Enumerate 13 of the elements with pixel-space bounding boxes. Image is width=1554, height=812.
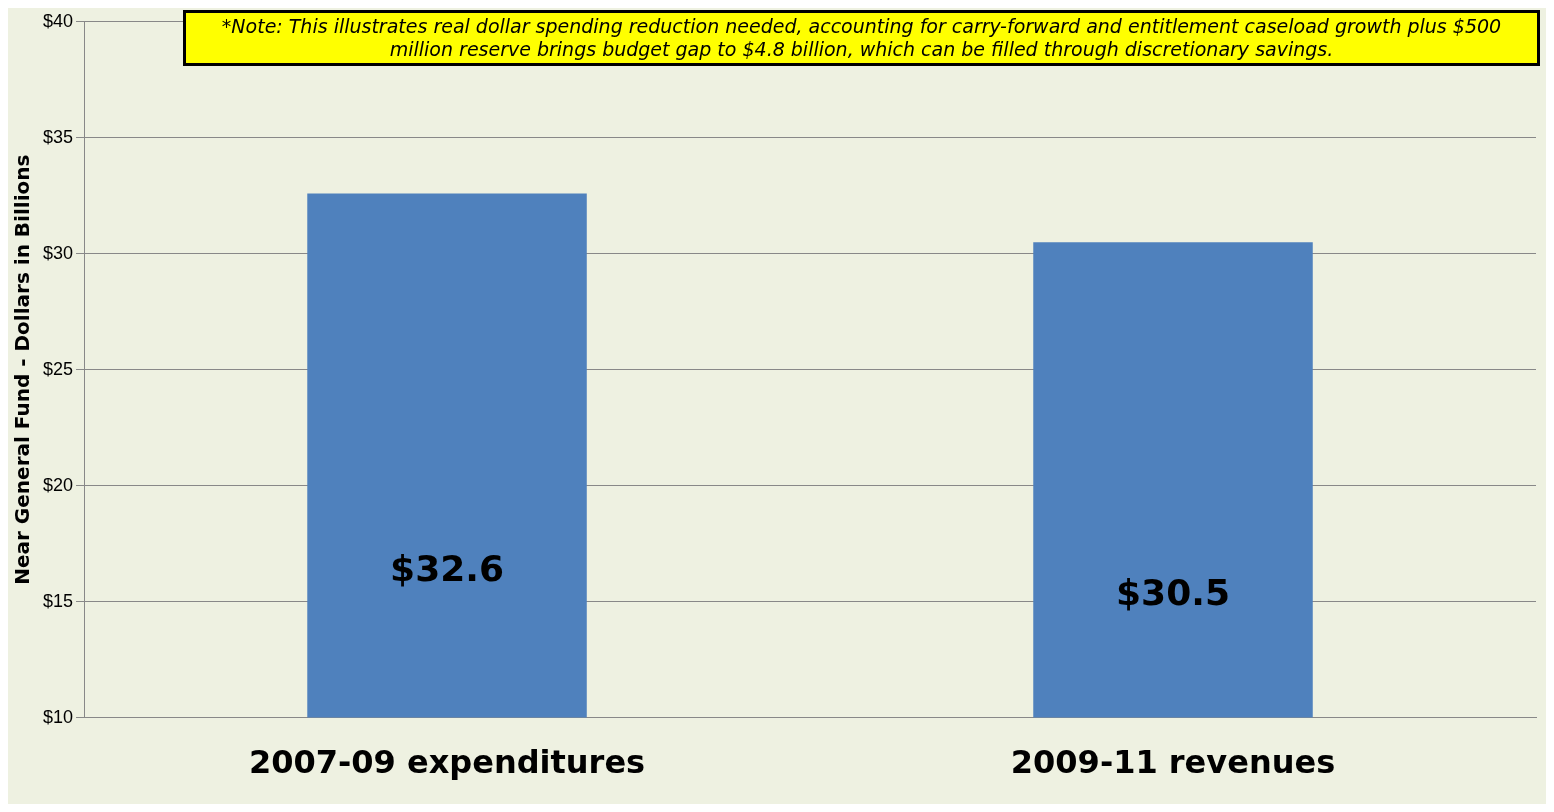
- y-tick-label: $40: [42, 10, 74, 31]
- y-axis-title: Near General Fund - Dollars in Billions: [10, 154, 35, 585]
- y-tick-label: $10: [42, 706, 74, 727]
- x-tick-label: 2009-11 revenues: [1010, 743, 1336, 782]
- y-tick-label: $30: [42, 242, 74, 263]
- y-tick-label: $25: [42, 358, 74, 379]
- y-tick-label: $20: [42, 474, 74, 495]
- y-tick-label: $35: [42, 126, 74, 147]
- y-tick-label: $15: [42, 590, 74, 611]
- data-label: $32.6: [390, 547, 504, 589]
- data-label: $30.5: [1116, 572, 1230, 614]
- x-tick-label: 2007-09 expenditures: [248, 743, 646, 782]
- note-box: *Note: This illustrates real dollar spending reduction needed, accounting for carry-forward and entitlement caseload growth plus $500 million reserve brings budget gap to $4.8 billion, which can be filled through discretionary savings.: [183, 10, 1540, 66]
